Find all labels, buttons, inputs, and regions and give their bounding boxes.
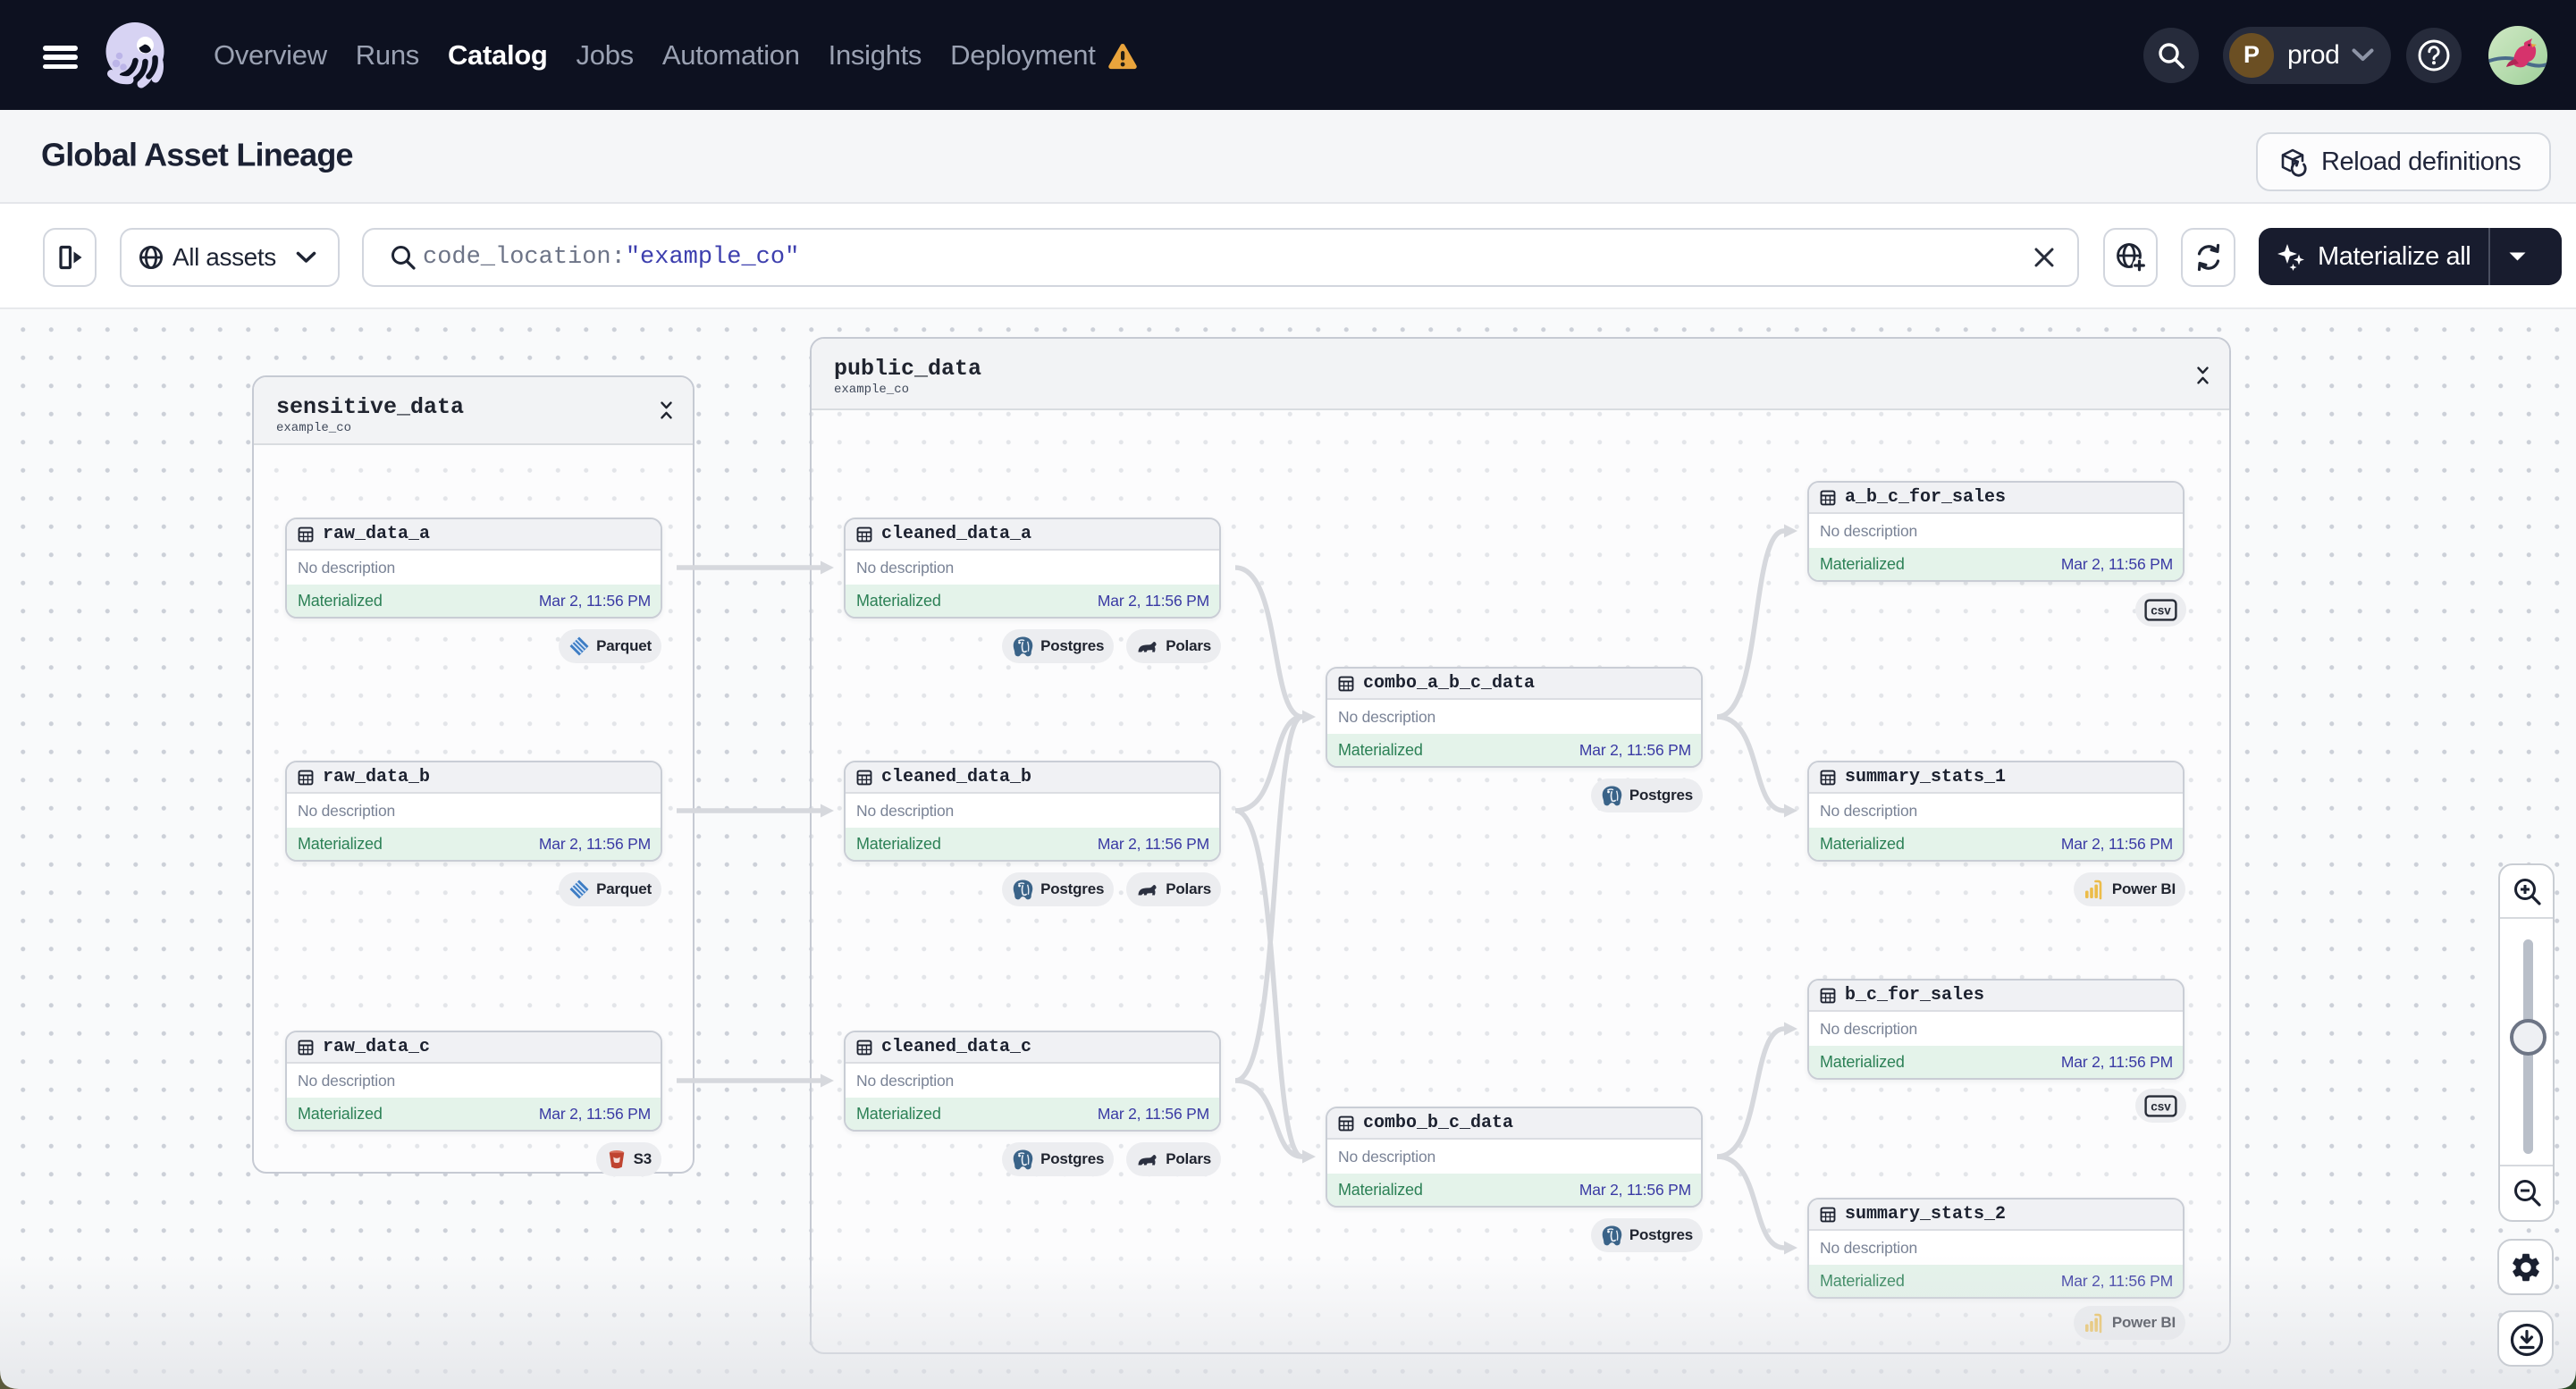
svg-text:csv: csv: [2151, 1099, 2171, 1113]
svg-text:csv: csv: [2151, 603, 2171, 617]
